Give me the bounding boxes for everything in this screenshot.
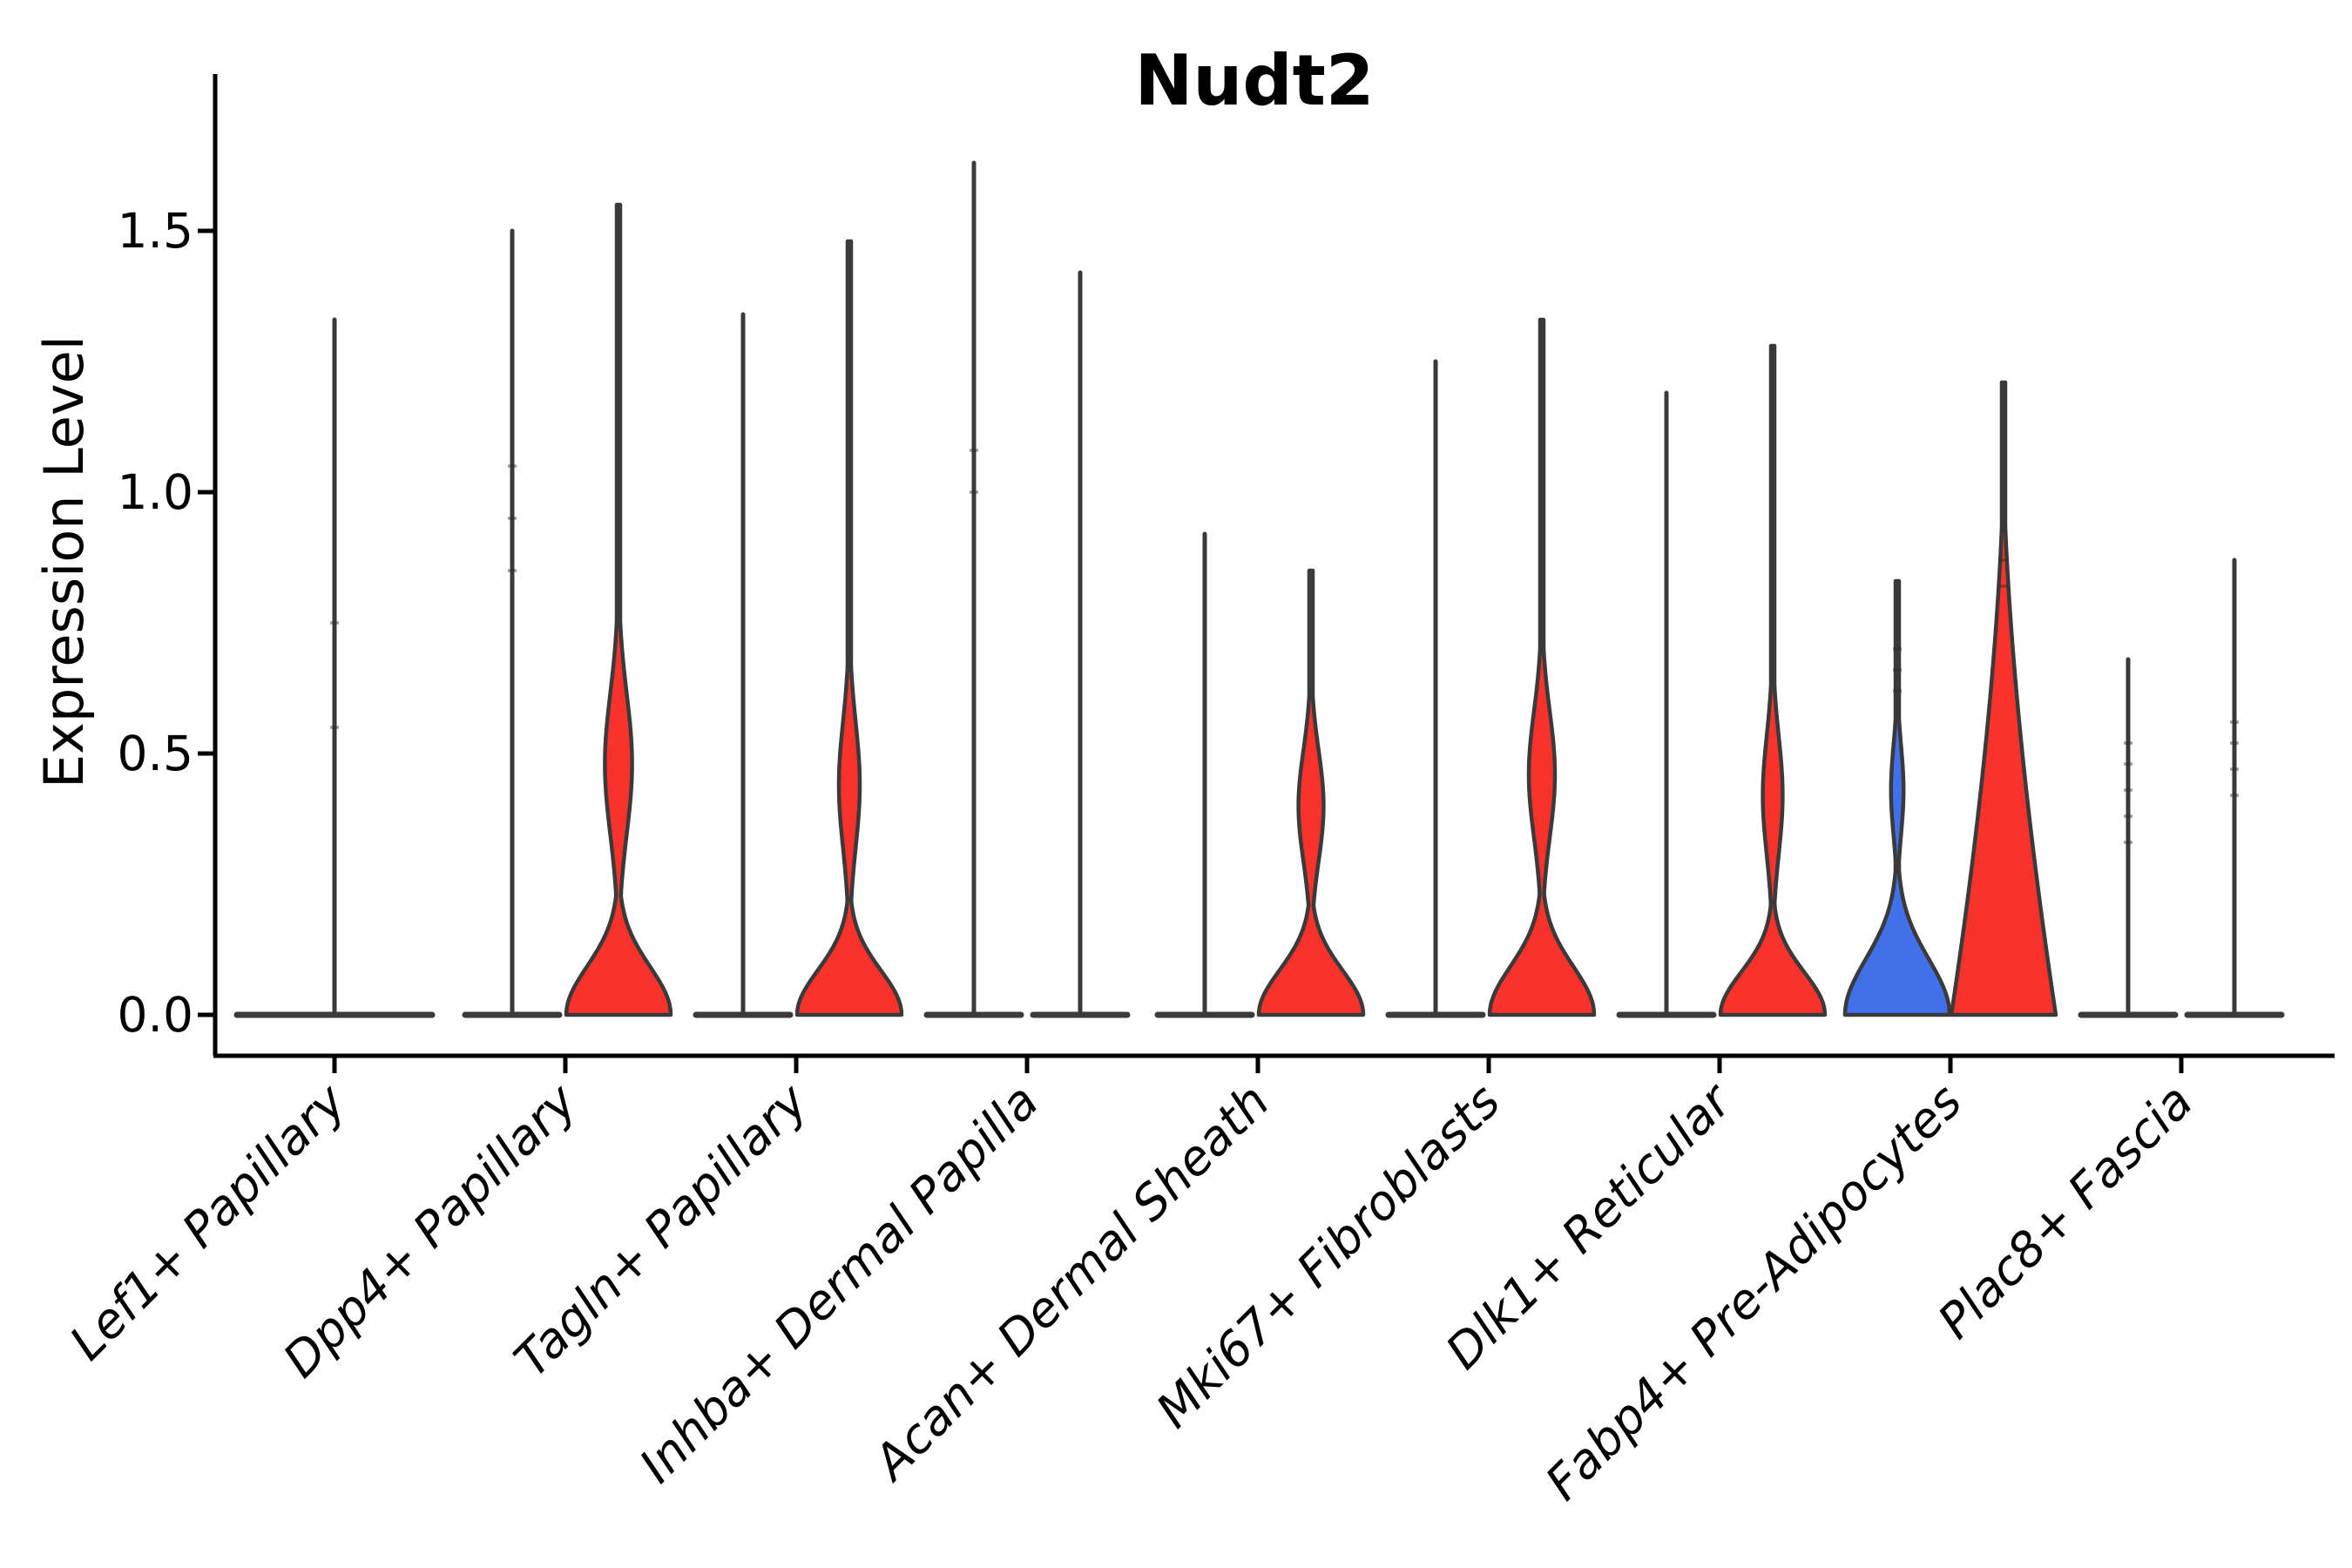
violin-4-right bbox=[1256, 568, 1366, 1017]
violins-group bbox=[233, 160, 2285, 1018]
violin-7-right bbox=[1949, 380, 2058, 1017]
chart-title: Nudt2 bbox=[1134, 40, 1374, 121]
y-tick-label-10: 1.0 bbox=[118, 464, 193, 520]
y-ticks-group bbox=[198, 228, 215, 1017]
x-tick-label-3: Inhba+ Dermal Papilla bbox=[629, 1073, 1049, 1493]
x-ticks-group bbox=[332, 1056, 2184, 1073]
violin-2-right bbox=[794, 239, 904, 1017]
violin-6-right bbox=[1718, 343, 1828, 1017]
y-tick-label-15: 1.5 bbox=[118, 203, 193, 259]
violin-1-right bbox=[564, 202, 673, 1017]
x-tick-label-4: Acan+ Dermal Sheath bbox=[862, 1073, 1281, 1492]
violin-5-right bbox=[1487, 317, 1597, 1017]
violin-7-left bbox=[1842, 578, 1952, 1017]
y-tick-label-0: 0.0 bbox=[118, 987, 193, 1043]
y-tick-label-05: 0.5 bbox=[118, 726, 193, 781]
x-tick-label-7: Fabp4+ Pre-Adipocytes bbox=[1535, 1073, 1972, 1511]
y-axis-label: Expression Level bbox=[32, 335, 96, 788]
